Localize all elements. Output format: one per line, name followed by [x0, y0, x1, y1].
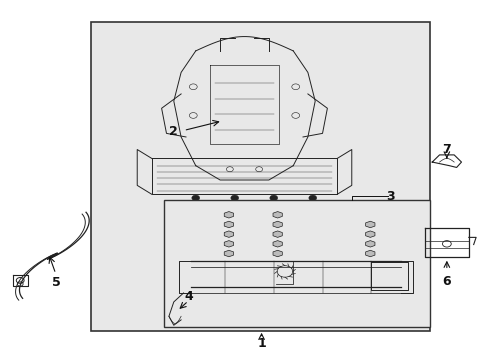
Polygon shape: [224, 221, 233, 228]
Polygon shape: [272, 212, 282, 218]
Polygon shape: [224, 240, 233, 247]
Text: 1: 1: [257, 337, 265, 350]
Polygon shape: [365, 240, 374, 247]
Text: 4: 4: [183, 290, 192, 303]
Text: 3: 3: [386, 190, 394, 203]
Circle shape: [269, 195, 277, 201]
Polygon shape: [272, 250, 282, 257]
Polygon shape: [272, 221, 282, 228]
Polygon shape: [365, 231, 374, 237]
Bar: [91, 22, 429, 330]
Circle shape: [308, 195, 316, 201]
Text: 6: 6: [442, 275, 450, 288]
Polygon shape: [224, 231, 233, 237]
Text: 2: 2: [169, 125, 178, 138]
Polygon shape: [272, 231, 282, 237]
Polygon shape: [224, 250, 233, 257]
Polygon shape: [365, 221, 374, 228]
Circle shape: [191, 195, 199, 201]
Polygon shape: [365, 250, 374, 257]
Circle shape: [230, 195, 238, 201]
Polygon shape: [224, 212, 233, 218]
Text: 7: 7: [442, 143, 450, 156]
Bar: [163, 200, 429, 327]
Text: 5: 5: [52, 276, 61, 289]
Polygon shape: [272, 240, 282, 247]
